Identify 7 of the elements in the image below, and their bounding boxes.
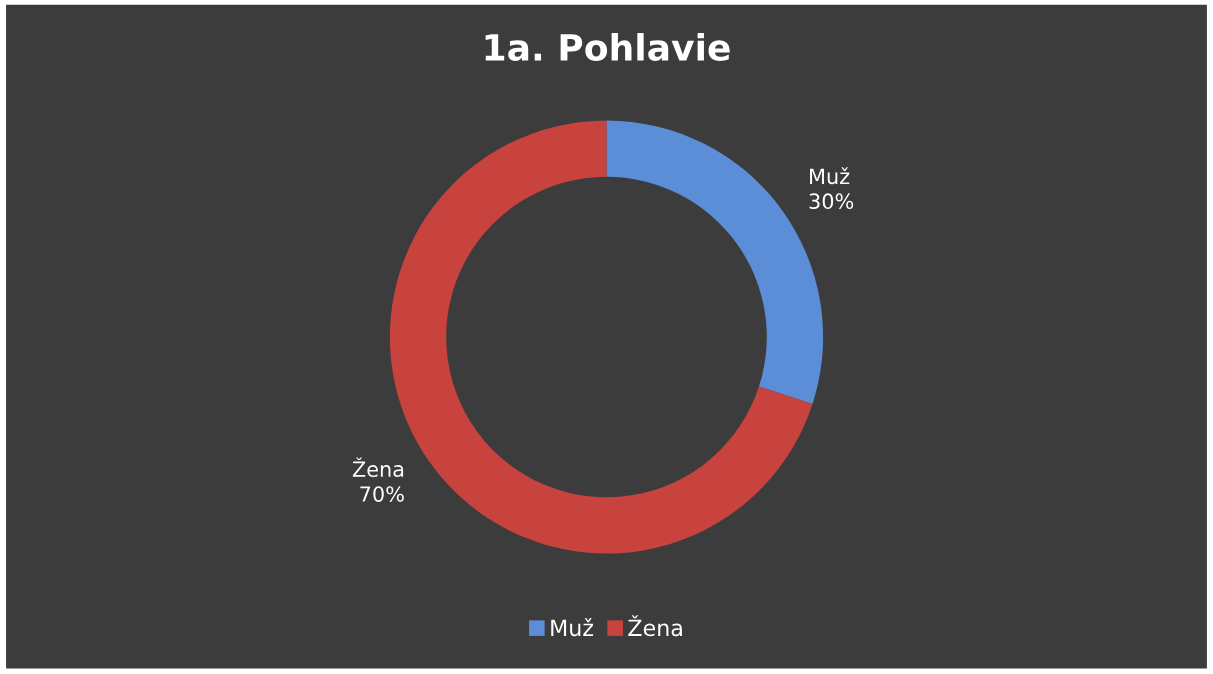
legend-label: Žena [628, 615, 682, 637]
data-label: 70% [360, 486, 404, 502]
slice-label: Žena [352, 457, 404, 478]
chart-title: 1a. Pohlavie [485, 33, 730, 62]
legend-label: Muž [551, 618, 594, 637]
data-label: 30% [809, 193, 854, 210]
slice-label: Muž [810, 167, 850, 185]
